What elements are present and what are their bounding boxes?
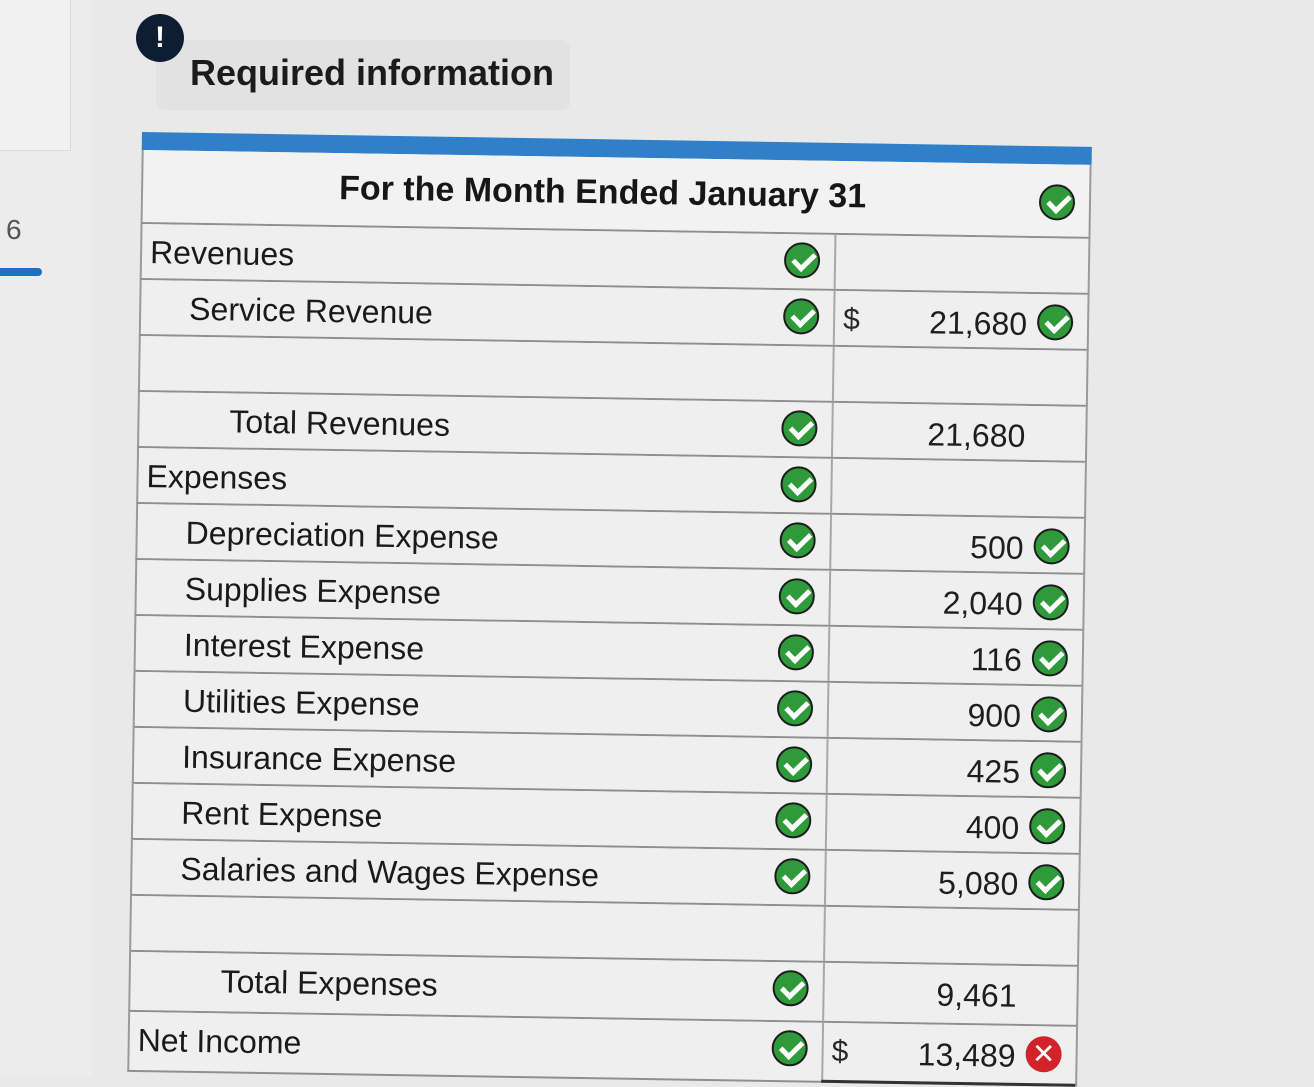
check-circle-icon	[781, 410, 818, 447]
question-active-indicator	[0, 268, 42, 276]
check-circle-icon	[783, 242, 821, 279]
check-circle-icon	[1036, 304, 1074, 341]
amount-input[interactable]: 500	[969, 529, 1024, 566]
account-label[interactable]: Interest Expense	[183, 626, 425, 667]
exclamation-icon: !	[136, 14, 184, 62]
check-circle-icon	[1038, 184, 1076, 221]
period-header[interactable]: For the Month Ended January 31	[338, 169, 867, 216]
column-divider	[832, 290, 836, 345]
check-circle-icon	[1032, 584, 1070, 621]
check-circle-icon	[1028, 864, 1065, 901]
account-label[interactable]: Rent Expense	[181, 794, 383, 834]
account-label[interactable]: Total Revenues	[229, 403, 451, 443]
account-label[interactable]: Total Expenses	[220, 963, 438, 1003]
dollar-sign: $	[831, 1034, 849, 1069]
amount-input[interactable]: 425	[966, 753, 1021, 790]
check-circle-icon	[780, 466, 817, 503]
sidebar-card	[0, 0, 71, 151]
column-divider	[826, 682, 830, 737]
account-label[interactable]: Insurance Expense	[181, 738, 457, 780]
column-divider	[829, 514, 833, 569]
column-divider	[823, 850, 827, 905]
left-sidebar	[0, 0, 92, 1077]
account-label[interactable]: Supplies Expense	[184, 570, 442, 611]
amount-input[interactable]: 13,489	[917, 1036, 1016, 1074]
check-circle-icon	[1028, 808, 1066, 845]
column-divider	[821, 1022, 825, 1081]
double-underline	[821, 1079, 1076, 1087]
check-circle-icon	[777, 634, 815, 671]
check-circle-icon	[775, 746, 813, 783]
check-circle-icon	[771, 1030, 808, 1067]
column-divider	[825, 738, 829, 793]
check-circle-icon	[1031, 640, 1069, 677]
column-divider	[827, 626, 831, 681]
column-divider	[823, 906, 826, 961]
account-label[interactable]: Depreciation Expense	[185, 514, 500, 556]
check-circle-icon	[779, 522, 816, 559]
statement-rows: Revenues Service Revenue $21,680 Total Reve…	[127, 223, 1091, 1087]
question-number[interactable]: 6	[6, 214, 22, 245]
check-circle-icon	[772, 970, 809, 1007]
required-info-box	[156, 40, 570, 110]
check-circle-icon	[778, 578, 816, 615]
amount-input[interactable]: 5,080	[937, 864, 1019, 902]
column-divider	[830, 402, 834, 457]
account-label[interactable]: Utilities Expense	[182, 682, 420, 723]
amount-input[interactable]: 2,040	[942, 584, 1023, 622]
column-divider	[824, 794, 828, 849]
check-circle-icon	[774, 802, 812, 839]
column-divider	[828, 570, 832, 625]
amount-input[interactable]: 21,680	[927, 416, 1026, 454]
dollar-sign: $	[842, 303, 861, 337]
x-circle-icon: ✕	[1025, 1035, 1062, 1073]
account-label[interactable]: Salaries and Wages Expense	[180, 850, 600, 894]
check-circle-icon	[1030, 696, 1068, 733]
amount-input[interactable]: 21,680	[928, 304, 1028, 342]
amount-input[interactable]: 900	[967, 697, 1022, 734]
income-statement: For the Month Ended January 31 Revenues S…	[127, 132, 1092, 1087]
column-divider	[831, 346, 835, 401]
required-info-title[interactable]: Required information	[190, 52, 555, 93]
amount-input[interactable]: 9,461	[936, 976, 1017, 1014]
account-label[interactable]: Net Income	[137, 1022, 302, 1061]
amount-input[interactable]: 400	[965, 809, 1020, 846]
check-circle-icon	[1029, 752, 1067, 789]
check-circle-icon	[782, 298, 820, 335]
amount-input[interactable]: 116	[970, 641, 1023, 678]
account-label[interactable]: Expenses	[146, 458, 288, 497]
account-label[interactable]: Service Revenue	[188, 290, 434, 331]
column-divider	[833, 234, 837, 289]
check-circle-icon	[776, 690, 814, 727]
column-divider	[830, 458, 833, 513]
column-divider	[822, 962, 826, 1021]
check-circle-icon	[774, 858, 811, 895]
account-label[interactable]: Revenues	[149, 234, 295, 273]
check-circle-icon	[1033, 528, 1070, 565]
